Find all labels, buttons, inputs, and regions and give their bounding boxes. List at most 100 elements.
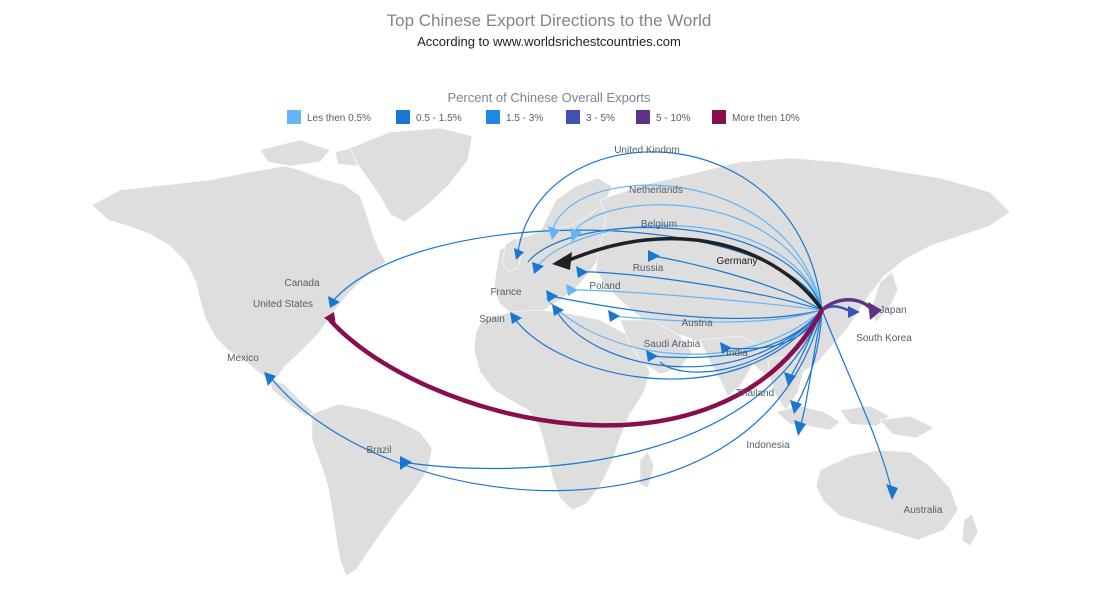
arrowhead-italy <box>552 304 564 316</box>
arrowhead-indonesia <box>794 420 806 436</box>
arc-france-2[interactable] <box>545 297 823 355</box>
arrowhead-india <box>720 342 732 354</box>
arc-uae[interactable] <box>659 309 823 373</box>
arc-poland-2[interactable] <box>569 289 823 311</box>
legend-swatch <box>486 110 500 124</box>
arc-russia[interactable] <box>651 255 823 311</box>
arc-netherlands[interactable] <box>551 184 823 311</box>
country-labels: United Kindom Netherlands Belgium German… <box>227 145 943 516</box>
label-france: France <box>490 287 522 298</box>
label-netherlands: Netherlands <box>629 185 683 196</box>
arc-united-kingdom[interactable] <box>517 151 823 311</box>
legend-label: Les then 0.5% <box>307 113 371 124</box>
legend-item-0[interactable]: Les then 0.5% <box>287 110 371 124</box>
arrowhead-netherlands-2 <box>570 228 582 242</box>
label-mexico: Mexico <box>227 353 259 364</box>
arc-belgium-2[interactable] <box>527 227 823 311</box>
label-canada: Canada <box>284 278 319 289</box>
legend-item-5[interactable]: More then 10% <box>712 110 800 124</box>
label-south-korea: South Korea <box>856 333 912 344</box>
label-saudi-arabia: Saudi Arabia <box>644 339 701 350</box>
arc-indonesia[interactable] <box>799 309 823 429</box>
label-belgium: Belgium <box>641 219 677 230</box>
british-isles <box>501 237 523 273</box>
arc-australia[interactable] <box>821 309 893 493</box>
arrowhead-austria <box>608 310 620 322</box>
arrowhead-poland <box>576 266 588 278</box>
arc-netherlands-2[interactable] <box>571 204 823 311</box>
legend-label: 1.5 - 3% <box>506 113 543 124</box>
papua <box>879 415 935 439</box>
arc-france[interactable] <box>549 295 823 320</box>
arc-austria[interactable] <box>611 309 823 323</box>
label-austria: Austria <box>681 318 713 329</box>
label-india: India <box>726 348 748 359</box>
arrowhead-spain <box>510 312 522 324</box>
arc-germany[interactable] <box>559 236 824 312</box>
arc-saudi-arabia[interactable] <box>649 309 823 359</box>
legend-swatch <box>287 110 301 124</box>
legend-label: 3 - 5% <box>586 113 615 124</box>
arc-mexico[interactable] <box>267 309 823 492</box>
world-landmasses <box>91 127 1011 577</box>
arrowhead-south-korea <box>848 306 860 318</box>
chart-subtitle: According to www.worldsrichestcountries.… <box>417 34 681 49</box>
arc-united-states[interactable] <box>328 308 824 428</box>
legend-label: More then 10% <box>732 113 800 124</box>
arrowhead-malaysia <box>790 400 802 414</box>
arrowheads <box>264 226 898 500</box>
arrowhead-thailand <box>784 372 796 386</box>
label-indonesia: Indonesia <box>746 440 790 451</box>
new-zealand <box>961 513 979 547</box>
legend-item-3[interactable]: 3 - 5% <box>566 110 615 124</box>
legend-item-1[interactable]: 0.5 - 1.5% <box>396 110 462 124</box>
label-japan: Japan <box>879 305 906 316</box>
arrowhead-poland-2 <box>566 284 578 296</box>
label-russia: Russia <box>633 263 664 274</box>
label-poland: Poland <box>589 281 620 292</box>
arrowhead-belgium <box>532 262 544 274</box>
arrowhead-russia <box>648 250 660 262</box>
arrowhead-united-kingdom <box>514 248 524 260</box>
legend-label: 5 - 10% <box>656 113 691 124</box>
arrowhead-canada <box>328 296 340 308</box>
africa <box>473 309 651 511</box>
arc-brazil[interactable] <box>401 309 823 470</box>
label-spain: Spain <box>479 314 505 325</box>
arrowhead-france <box>546 290 558 302</box>
australia <box>815 449 959 541</box>
arrowhead-australia <box>886 484 898 500</box>
legend-item-4[interactable]: 5 - 10% <box>636 110 691 124</box>
legend: Percent of Chinese Overall Exports Les t… <box>287 90 800 124</box>
arc-poland[interactable] <box>577 271 823 311</box>
arc-spain[interactable] <box>513 309 823 380</box>
label-united-kingdom: United Kindom <box>614 145 680 156</box>
label-australia: Australia <box>904 505 943 516</box>
connection-arcs <box>267 151 893 493</box>
arrowhead-netherlands <box>548 226 560 240</box>
chart-title: Top Chinese Export Directions to the Wor… <box>387 11 712 30</box>
legend-title: Percent of Chinese Overall Exports <box>447 90 651 105</box>
arc-italy[interactable] <box>555 309 823 368</box>
central-america <box>269 379 315 417</box>
arc-malaysia[interactable] <box>795 309 823 407</box>
north-america <box>91 165 387 381</box>
arrowhead-united-states <box>324 312 336 326</box>
arrowhead-mexico <box>264 372 276 386</box>
legend-item-2[interactable]: 1.5 - 3% <box>486 110 543 124</box>
arc-belgium[interactable] <box>535 224 823 311</box>
greenland <box>349 127 473 223</box>
south-america <box>311 403 433 577</box>
legend-swatch <box>396 110 410 124</box>
legend-label: 0.5 - 1.5% <box>416 113 462 124</box>
indian-subcontinent <box>699 335 761 397</box>
arrowhead-germany <box>552 252 572 270</box>
arabian-peninsula <box>619 319 693 375</box>
arrowhead-japan <box>868 302 882 320</box>
asia <box>595 157 1011 381</box>
label-germany: Germany <box>716 256 757 267</box>
label-united-states: United States <box>253 299 313 310</box>
madagascar <box>639 451 655 489</box>
label-brazil: Brazil <box>366 445 391 456</box>
